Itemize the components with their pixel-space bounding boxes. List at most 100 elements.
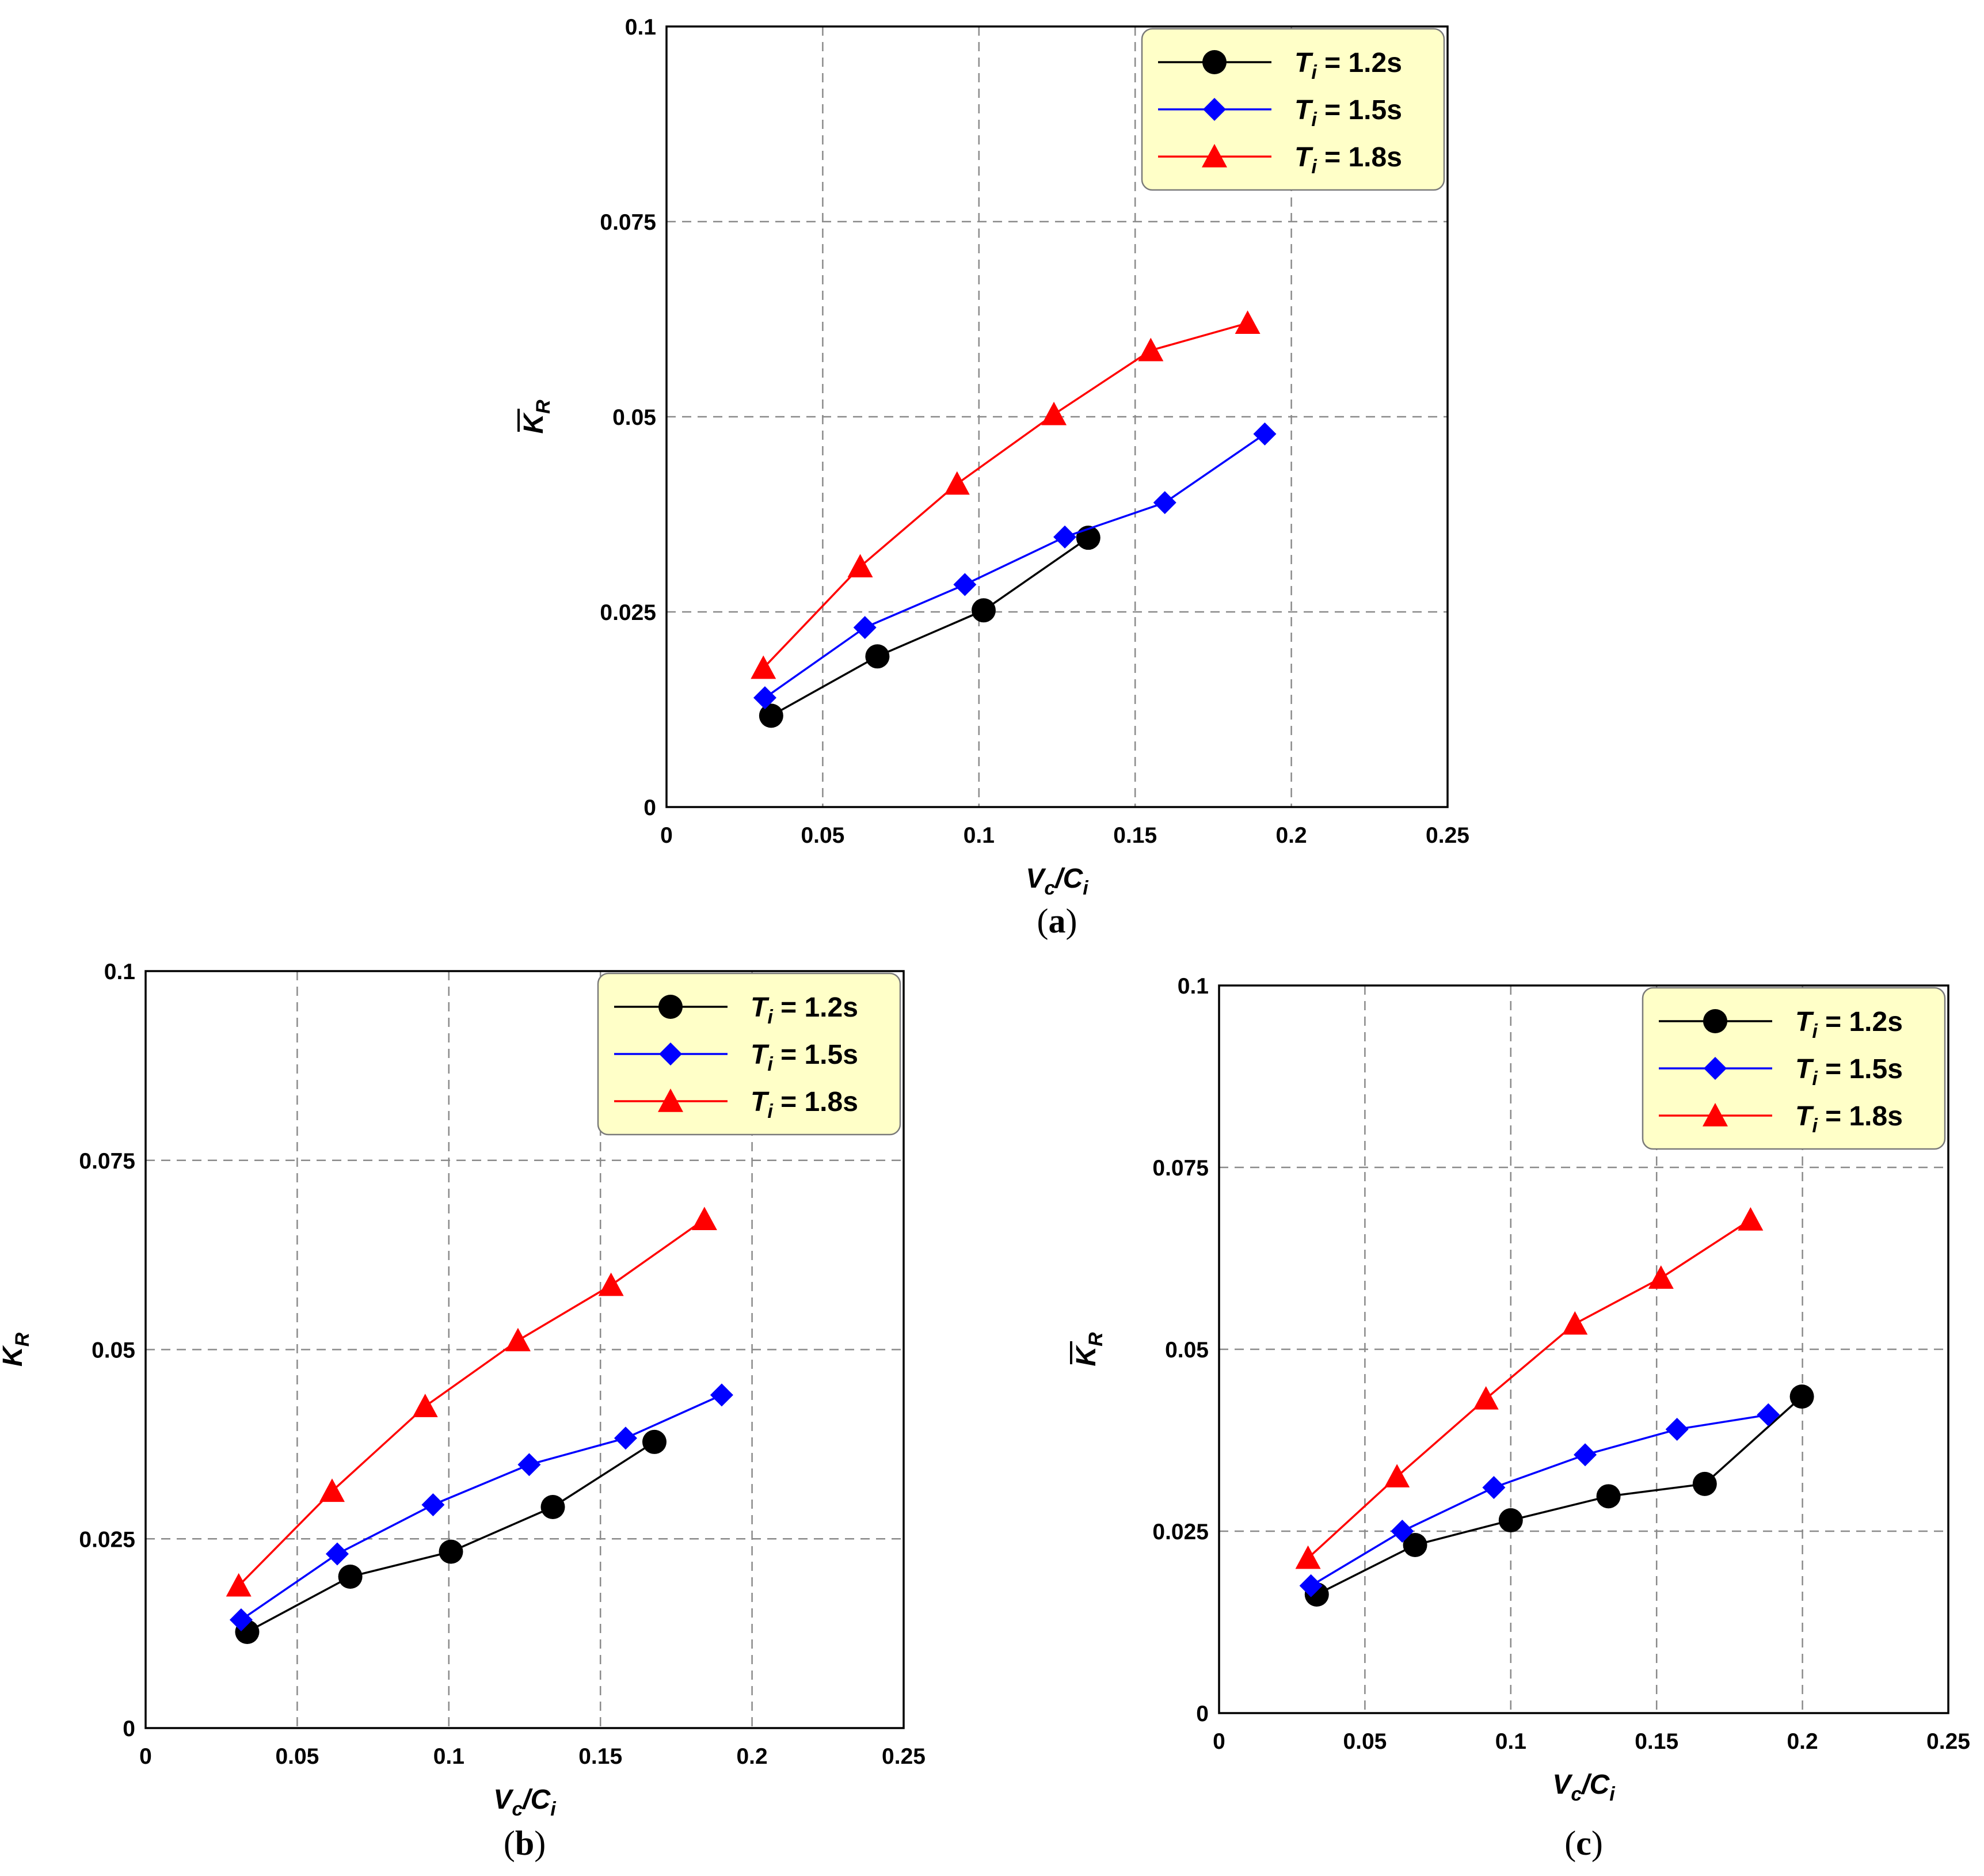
legend-label-sub: i — [767, 1053, 774, 1075]
data-point-diamond — [953, 573, 977, 596]
x-tick-label: 0 — [660, 823, 673, 848]
data-point-diamond — [853, 616, 877, 640]
data-point-triangle — [847, 554, 873, 578]
data-point-triangle — [1295, 1545, 1321, 1569]
legend-label-rest: = 1.2s — [1317, 48, 1402, 78]
data-point-triangle — [505, 1327, 531, 1352]
y-tick-label: 0 — [123, 1717, 135, 1741]
data-point-circle — [1692, 1471, 1717, 1496]
caption-paren: ) — [1066, 902, 1077, 940]
legend-label-T: T — [1795, 1101, 1814, 1132]
y-tick-label: 0 — [643, 796, 656, 820]
x-tick-label: 0.25 — [882, 1744, 926, 1769]
data-point-diamond — [753, 686, 776, 710]
y-tick-label: 0.025 — [79, 1527, 135, 1552]
data-point-circle — [1596, 1484, 1621, 1509]
caption-paren: ) — [534, 1824, 546, 1862]
y-axis-title-sub: R — [532, 399, 554, 414]
x-tick-label: 0 — [139, 1744, 152, 1769]
x-tick-label: 0.25 — [1926, 1729, 1970, 1754]
data-point-triangle — [226, 1573, 252, 1597]
legend-label-rest: = 1.2s — [773, 992, 858, 1023]
legend-label: Ti = 1.5s — [1795, 1054, 1903, 1090]
x-axis-title-main: V — [493, 1784, 514, 1815]
data-point-diamond — [1153, 491, 1176, 515]
legend-label-rest: = 1.5s — [1317, 95, 1402, 125]
legend-label-T: T — [751, 1087, 770, 1117]
legend-label-T: T — [751, 992, 770, 1023]
legend-label: Ti = 1.2s — [1294, 48, 1402, 83]
legend-marker-circle — [1202, 50, 1227, 74]
y-axis-title: KR — [517, 399, 554, 434]
data-point-triangle — [1562, 1311, 1588, 1335]
legend-label-T: T — [1294, 95, 1313, 125]
x-axis-title-sub: i — [1083, 877, 1089, 899]
data-point-diamond — [1482, 1476, 1506, 1500]
legend-label-sub: i — [1311, 156, 1317, 178]
y-tick-label: 0.05 — [1165, 1338, 1209, 1363]
legend-label-sub: i — [1812, 1115, 1818, 1137]
series-line-diamond — [240, 1394, 722, 1621]
plot-frame — [144, 970, 905, 1729]
x-tick-label: 0.15 — [1113, 823, 1157, 848]
x-axis-title-sub: i — [550, 1798, 557, 1820]
y-axis-title-text: KR — [519, 399, 554, 434]
legend-marker-circle — [658, 995, 683, 1019]
legend-label-rest: = 1.2s — [1818, 1007, 1903, 1037]
legend-marker-circle — [1703, 1009, 1727, 1033]
series-line-circle — [770, 536, 1089, 717]
series-line-triangle — [1307, 1219, 1751, 1559]
caption-paren: ( — [1037, 902, 1049, 940]
x-axis-title-mid: /C — [1054, 863, 1083, 894]
series-line-diamond — [764, 433, 1266, 699]
legend-marker-triangle — [1703, 1103, 1728, 1127]
x-axis-title: Vc/Ci — [493, 1784, 557, 1820]
y-tick-label: 0.1 — [104, 960, 135, 984]
y-tick-label: 0.025 — [600, 600, 656, 625]
x-tick-label: 0.2 — [736, 1744, 767, 1769]
chart-panel-b: 0 0.05 0.1 0.15 0.2 0.25 0 0.025 0.05 0.075 0.1 Vc/… — [0, 960, 926, 1862]
series-line-triangle — [763, 322, 1248, 669]
x-axis-title: Vc/Ci — [1552, 1770, 1616, 1805]
y-axis-title-main: K — [519, 412, 549, 434]
legend-marker-diamond — [659, 1042, 682, 1066]
x-tick-label: 0.05 — [801, 823, 844, 848]
legend-label: Ti = 1.5s — [1294, 95, 1402, 131]
data-point-diamond — [517, 1453, 541, 1477]
caption-paren: ( — [504, 1824, 515, 1862]
data-point-triangle — [944, 471, 970, 495]
x-tick-label: 0.1 — [433, 1744, 464, 1769]
y-axis-title-text: KR — [0, 1332, 33, 1367]
x-tick-label: 0.1 — [964, 823, 995, 848]
data-point-triangle — [1138, 337, 1164, 361]
data-point-circle — [540, 1495, 565, 1520]
y-axis-title: KR — [0, 1332, 33, 1367]
y-tick-label: 0.025 — [1152, 1520, 1209, 1544]
data-point-circle — [971, 598, 996, 623]
legend-label-sub: i — [1812, 1068, 1818, 1090]
data-point-triangle — [1473, 1386, 1499, 1410]
data-point-circle — [759, 703, 783, 728]
data-point-diamond — [325, 1542, 349, 1566]
legend-label: Ti = 1.8s — [1294, 142, 1402, 178]
legend-label-sub: i — [767, 1101, 774, 1122]
x-tick-label: 0 — [1213, 1729, 1225, 1754]
legend-label-rest: = 1.8s — [773, 1087, 858, 1117]
y-axis-title-sub: R — [1085, 1332, 1107, 1346]
plot-frame — [665, 25, 1449, 808]
series-line-circle — [1316, 1395, 1803, 1596]
legend-label-T: T — [1294, 142, 1313, 173]
caption-letter: a — [1049, 902, 1066, 940]
data-point-triangle — [1235, 310, 1261, 334]
data-point-triangle — [1384, 1464, 1410, 1487]
data-point-triangle — [598, 1272, 624, 1296]
panel-caption: (c) — [1564, 1824, 1603, 1862]
chart-panel-c: 0 0.05 0.1 0.15 0.2 0.2500.0250.050.0750.1Vc/… — [1070, 974, 1970, 1862]
legend: Ti = 1.2s Ti = 1.5s Ti = 1.8s — [1141, 28, 1445, 191]
y-tick-label: 0.075 — [1152, 1156, 1209, 1181]
legend-marker-triangle — [1202, 144, 1227, 168]
y-axis-title-sub: R — [12, 1332, 33, 1346]
legend-label: Ti = 1.2s — [751, 992, 858, 1028]
data-point-diamond — [1757, 1403, 1780, 1426]
